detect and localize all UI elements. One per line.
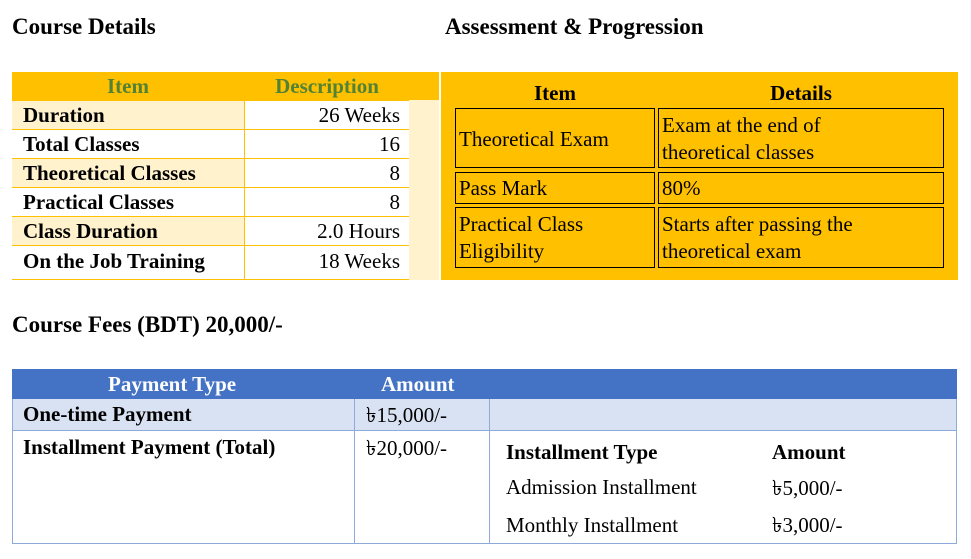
course-details-side-strip — [409, 100, 439, 280]
row-item: Class Duration — [12, 217, 244, 245]
grid-line — [354, 399, 355, 544]
details-line: Starts after passing the — [662, 212, 853, 236]
course-fees-heading: Course Fees (BDT) 20,000/- — [12, 312, 283, 337]
course-details-row: On the Job Training 18 Weeks — [12, 246, 409, 279]
assessment-heading: Assessment & Progression — [445, 14, 704, 39]
row-description: 26 Weeks — [245, 101, 409, 129]
course-details-row: Total Classes 16 — [12, 130, 409, 158]
assessment-row-details: Starts after passing the theoretical exa… — [658, 207, 944, 268]
row-item: Theoretical Classes — [12, 159, 244, 187]
item-line: Eligibility — [459, 239, 545, 263]
grid-line — [489, 399, 490, 544]
one-time-payment-amount: ৳15,000/- — [366, 403, 448, 427]
course-details-col-item: Item — [107, 74, 149, 98]
course-details-row: Duration 26 Weeks — [12, 101, 409, 129]
one-time-payment-label: One-time Payment — [23, 402, 192, 426]
grid-line — [956, 399, 957, 544]
row-item: Duration — [12, 101, 244, 129]
assessment-col-item: Item — [534, 81, 576, 105]
fees-col-payment-type: Payment Type — [108, 372, 237, 396]
fees-row-one-time — [12, 399, 957, 430]
installment-type: Monthly Installment — [506, 513, 679, 537]
row-description: 18 Weeks — [245, 246, 409, 279]
course-details-row: Theoretical Classes 8 — [12, 159, 409, 187]
row-description: 8 — [245, 159, 409, 187]
details-line: theoretical classes — [662, 140, 815, 164]
installment-col-amount: Amount — [772, 440, 846, 464]
details-line: Exam at the end of — [662, 113, 821, 137]
installment-payment-label: Installment Payment (Total) — [23, 435, 276, 459]
assessment-row-item: Theoretical Exam — [455, 108, 655, 168]
item-line: Practical Class — [459, 212, 584, 236]
assessment-row-details: 80% — [658, 172, 944, 204]
fees-row-installment — [12, 430, 957, 544]
installment-amount: ৳5,000/- — [772, 476, 843, 500]
fees-col-amount: Amount — [381, 372, 455, 396]
details-line: theoretical exam — [662, 239, 802, 263]
grid-line — [12, 430, 957, 431]
row-item: Total Classes — [12, 130, 244, 158]
installment-col-type: Installment Type — [506, 440, 658, 464]
assessment-row-item: Practical Class Eligibility — [455, 207, 655, 268]
installment-amount: ৳3,000/- — [772, 513, 843, 537]
row-description: 16 — [245, 130, 409, 158]
row-description: 2.0 Hours — [245, 217, 409, 245]
grid-line — [12, 543, 957, 544]
row-item: On the Job Training — [12, 246, 244, 279]
assessment-row-item: Pass Mark — [455, 172, 655, 204]
assessment-col-details: Details — [770, 81, 832, 105]
row-item: Practical Classes — [12, 188, 244, 216]
installment-type: Admission Installment — [506, 475, 697, 499]
grid-line — [12, 399, 13, 544]
fees-table-header: Payment Type Amount — [12, 369, 957, 399]
course-details-row: Class Duration 2.0 Hours — [12, 217, 409, 245]
course-details-col-description: Description — [275, 74, 379, 98]
assessment-row-details: Exam at the end of theoretical classes — [658, 108, 944, 168]
installment-payment-amount: ৳20,000/- — [366, 436, 448, 460]
course-details-row: Practical Classes 8 — [12, 188, 409, 216]
course-details-heading: Course Details — [12, 14, 156, 39]
row-description: 8 — [245, 188, 409, 216]
assessment-table-bg — [441, 72, 958, 280]
